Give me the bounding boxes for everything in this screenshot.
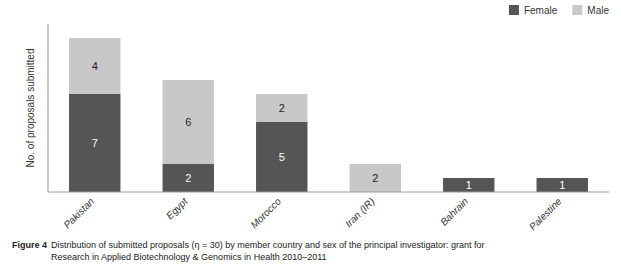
data-label: 2 (185, 172, 191, 184)
data-label: 5 (279, 151, 285, 163)
x-tick-label: Morocco (248, 195, 283, 230)
x-tick-label: Bahrain (438, 195, 470, 227)
x-tick-label: Iran (IR) (343, 196, 377, 230)
legend: Male Female (509, 5, 609, 16)
data-labels: 7 2 5 1 1 4 6 2 2 (92, 60, 566, 191)
x-tick-label: Egypt (164, 195, 191, 222)
y-axis-line (48, 24, 49, 192)
data-label: 2 (372, 172, 378, 184)
legend-label: Male (587, 5, 609, 16)
bar-segment (350, 164, 401, 192)
bars (69, 38, 588, 192)
data-label: 1 (466, 179, 472, 191)
data-label: 2 (279, 102, 285, 114)
data-label: 4 (92, 60, 98, 72)
bar-segment (163, 164, 214, 192)
caption-label: Figure 4 (12, 240, 47, 250)
chart: 7 2 5 1 1 4 6 2 2 Pakistan Egypt Morocco Iran (IR) Ba… (0, 0, 621, 274)
bar-segment (163, 80, 214, 164)
bar-segment (443, 178, 494, 192)
x-tick-label: Palestine (527, 195, 564, 232)
y-axis-label: No. of proposals submitted (25, 49, 36, 168)
data-label: 1 (559, 179, 565, 191)
caption-line: Distribution of submitted proposals (η =… (51, 240, 484, 250)
data-label: 6 (185, 116, 191, 128)
legend-swatch (572, 5, 582, 15)
caption-text: Distribution of submitted proposals (η =… (51, 240, 484, 262)
bar-segment (537, 178, 588, 192)
legend-swatch (509, 5, 519, 15)
bar-segment (256, 94, 307, 122)
caption-line: Research in Applied Biotechnology & Geno… (51, 252, 327, 262)
bar-segment (256, 122, 307, 192)
x-tick-label: Pakistan (61, 195, 96, 230)
bar-segment (69, 94, 120, 192)
data-label: 7 (92, 137, 98, 149)
x-axis-line (48, 192, 609, 193)
bar-segment (69, 38, 120, 94)
legend-label: Female (524, 5, 558, 16)
